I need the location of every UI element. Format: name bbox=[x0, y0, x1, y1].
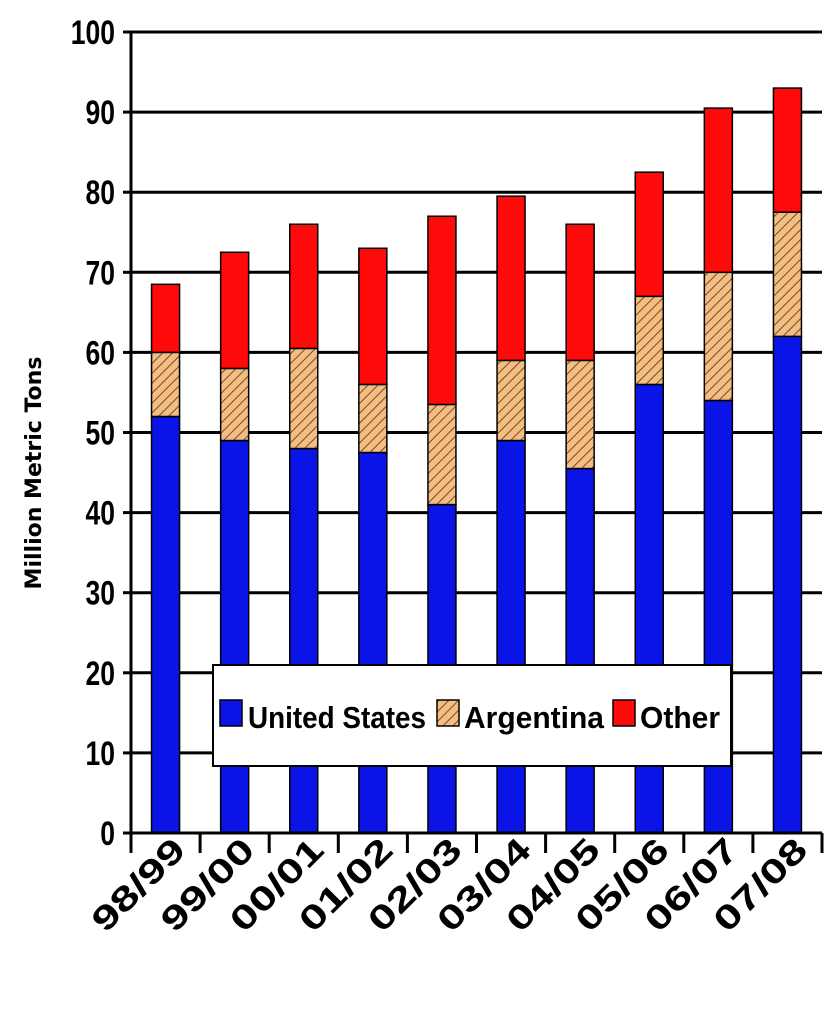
legend-box bbox=[212, 664, 732, 767]
y-tick-label-60: 60 bbox=[85, 334, 115, 372]
y-axis-title: Million Metric Tons bbox=[22, 357, 47, 590]
bar-other-02-03 bbox=[427, 215, 457, 406]
bars bbox=[150, 87, 803, 834]
y-tick-label-40: 40 bbox=[85, 494, 115, 532]
y-tick-label-20: 20 bbox=[85, 655, 115, 693]
y-tick-label-70: 70 bbox=[85, 254, 115, 292]
bar-united-states-00-01 bbox=[289, 447, 319, 834]
legend: United States Argentina Other bbox=[212, 664, 732, 767]
bar-other-03-04 bbox=[496, 195, 526, 362]
bar-argentina-06-07 bbox=[703, 271, 734, 402]
y-tick-label-30: 30 bbox=[85, 575, 115, 613]
bar-argentina-04-05 bbox=[565, 359, 595, 470]
legend-label-united-states: United States bbox=[248, 700, 426, 735]
y-tick-labels: 0 10 20 30 40 50 60 70 80 90 100 bbox=[71, 14, 115, 853]
axes bbox=[123, 30, 824, 853]
bar-argentina-02-03 bbox=[427, 403, 457, 506]
bar-other-99-00 bbox=[219, 251, 250, 370]
y-tick-label-50: 50 bbox=[85, 414, 115, 452]
bar-united-states-03-04 bbox=[496, 439, 526, 834]
legend-swatch-other bbox=[612, 699, 636, 727]
y-tick-label-80: 80 bbox=[85, 174, 115, 212]
y-tick-label-0: 0 bbox=[100, 815, 115, 853]
bar-argentina-98-99 bbox=[150, 351, 181, 418]
bar-argentina-99-00 bbox=[219, 367, 250, 442]
x-tick-labels: 98/9999/0000/0101/0202/0303/0404/0505/06… bbox=[84, 831, 815, 940]
bar-argentina-05-06 bbox=[634, 295, 664, 386]
legend-label-argentina: Argentina bbox=[464, 700, 605, 735]
bar-other-04-05 bbox=[565, 223, 595, 362]
legend-swatch-united-states bbox=[219, 699, 243, 727]
bar-other-01-02 bbox=[358, 247, 388, 386]
bar-argentina-03-04 bbox=[496, 359, 526, 442]
bar-united-states-06-07 bbox=[703, 399, 734, 834]
bar-argentina-00-01 bbox=[289, 347, 319, 450]
bar-united-states-98-99 bbox=[150, 415, 181, 834]
bar-other-00-01 bbox=[289, 223, 319, 350]
bar-other-98-99 bbox=[150, 283, 181, 354]
bar-other-07-08 bbox=[772, 87, 803, 213]
bar-argentina-07-08 bbox=[772, 211, 803, 338]
legend-swatch-argentina bbox=[436, 699, 460, 727]
bar-united-states-04-05 bbox=[565, 467, 595, 834]
bar-argentina-01-02 bbox=[358, 383, 388, 454]
legend-label-other: Other bbox=[640, 700, 720, 735]
y-tick-label-10: 10 bbox=[85, 735, 115, 773]
bar-other-05-06 bbox=[634, 171, 664, 298]
y-tick-label-90: 90 bbox=[85, 94, 115, 132]
bar-other-06-07 bbox=[703, 107, 734, 274]
bar-united-states-99-00 bbox=[219, 439, 250, 834]
y-tick-label-100: 100 bbox=[71, 14, 115, 52]
bar-united-states-07-08 bbox=[772, 335, 803, 834]
bar-united-states-01-02 bbox=[358, 451, 388, 834]
